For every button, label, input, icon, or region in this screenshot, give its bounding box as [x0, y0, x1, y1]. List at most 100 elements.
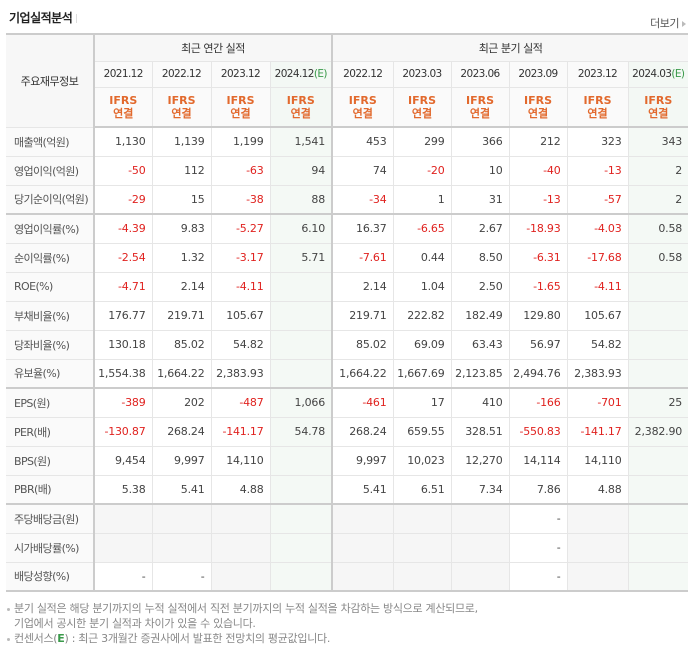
annual-value-cell: 5.71 [269, 242, 333, 273]
quarter-value-cell [627, 271, 689, 302]
row-label: PER(배) [6, 416, 95, 447]
quarter-value-cell: 63.43 [450, 329, 510, 360]
quarter-value-cell: 1,667.69 [392, 358, 452, 389]
annual-period-header: 2022.12 [151, 60, 212, 88]
annual-value-cell: 130.18 [93, 329, 153, 360]
annual-value-cell: -487 [210, 387, 271, 418]
annual-value-cell: 176.77 [93, 300, 153, 331]
financial-table: 주요재무정보 최근 연간 실적 최근 분기 실적 2021.12 2022.12 2… [6, 33, 689, 592]
quarter-value-cell: 129.80 [508, 300, 568, 331]
quarter-value-cell: 5.41 [331, 474, 394, 505]
row-label: 부채비율(%) [6, 300, 95, 331]
annual-value-cell [93, 503, 153, 534]
quarter-value-cell: 212 [508, 126, 568, 157]
accounting-standard: IFRS 연결 [210, 86, 271, 128]
quarter-value-cell: 0.58 [627, 213, 689, 244]
quarter-value-cell: 0.44 [392, 242, 452, 273]
annual-value-cell: 1,664.22 [151, 358, 212, 389]
quarter-value-cell [450, 532, 510, 563]
row-label: 매출액(억원) [6, 126, 95, 157]
annual-value-cell: 105.67 [210, 300, 271, 331]
row-label: 주당배당금(원) [6, 503, 95, 534]
bullet-icon [7, 637, 10, 641]
estimate-mark: (E) [313, 68, 328, 80]
more-link[interactable]: 더보기 [650, 15, 686, 31]
annual-value-cell [269, 503, 333, 534]
quarter-value-cell: 2 [627, 155, 689, 186]
quarter-value-cell [627, 503, 689, 534]
accounting-standard: IFRS 연결 [331, 86, 394, 128]
quarter-value-cell: 182.49 [450, 300, 510, 331]
quarter-value-cell: 410 [450, 387, 510, 418]
annual-value-cell: -4.39 [93, 213, 153, 244]
period-label: 2023.06 [460, 68, 500, 80]
quarter-value-cell: -461 [331, 387, 394, 418]
table-row: 매출액(억원) 1,130 1,139 1,199 1,541 453 299 366 212 3… [6, 126, 689, 157]
quarter-value-cell: -34 [331, 184, 394, 215]
quarter-value-cell [331, 532, 394, 563]
quarter-value-cell: 69.09 [392, 329, 452, 360]
quarter-value-cell: - [508, 503, 568, 534]
row-label: 당좌비율(%) [6, 329, 95, 360]
quarter-value-cell: 105.67 [566, 300, 629, 331]
quarter-value-cell [627, 445, 689, 476]
annual-value-cell [151, 532, 212, 563]
quarter-value-cell: 31 [450, 184, 510, 215]
quarter-value-cell [627, 329, 689, 360]
annual-value-cell: 88 [269, 184, 333, 215]
quarter-value-cell: -141.17 [566, 416, 629, 447]
annual-value-cell: -4.71 [93, 271, 153, 302]
quarter-value-cell: 268.24 [331, 416, 394, 447]
note-quarter-cont: 기업에서 공시한 분기 실적과 차이가 있을 수 있습니다. [14, 617, 256, 630]
annual-value-cell [269, 271, 333, 302]
accounting-standard: IFRS 연결 [269, 86, 333, 128]
footnotes: 분기 실적은 해당 분기까지의 누적 실적에서 직전 분기까지의 누적 실적을 … [7, 601, 478, 646]
annual-value-cell [210, 532, 271, 563]
annual-value-cell [269, 358, 333, 389]
quarter-value-cell: 85.02 [331, 329, 394, 360]
quarter-period-header: 2023.06 [450, 60, 510, 88]
quarter-value-cell [627, 300, 689, 331]
quarter-value-cell: 2,382.90 [627, 416, 689, 447]
table-row: 영업이익(억원) -50 112 -63 94 74 -20 10 -40 -13 2 [6, 155, 689, 186]
annual-value-cell: -4.11 [210, 271, 271, 302]
quarter-value-cell: 299 [392, 126, 452, 157]
annual-value-cell: 5.41 [151, 474, 212, 505]
quarter-value-cell: -7.61 [331, 242, 394, 273]
accounting-standard: IFRS 연결 [627, 86, 689, 128]
quarter-value-cell: -701 [566, 387, 629, 418]
quarter-value-cell: - [508, 532, 568, 563]
quarter-value-cell: 56.97 [508, 329, 568, 360]
quarter-value-cell: -166 [508, 387, 568, 418]
quarter-value-cell [450, 561, 510, 592]
quarter-value-cell: 2,383.93 [566, 358, 629, 389]
accounting-standard: IFRS 연결 [508, 86, 568, 128]
annual-value-cell: 14,110 [210, 445, 271, 476]
annual-value-cell [210, 561, 271, 592]
period-label: 2024.12 [274, 68, 315, 80]
period-label: 2022.12 [161, 68, 202, 80]
quarter-value-cell: -13 [508, 184, 568, 215]
quarter-value-cell [566, 503, 629, 534]
table-row: 배당성향(%) - - - [6, 561, 689, 592]
quarter-value-cell: 1 [392, 184, 452, 215]
annual-value-cell: -130.87 [93, 416, 153, 447]
table-row: 부채비율(%) 176.77 219.71 105.67 219.71 222.82 182… [6, 300, 689, 331]
accounting-standard: IFRS 연결 [566, 86, 629, 128]
accounting-standard: IFRS 연결 [392, 86, 452, 128]
annual-value-cell: 9,997 [151, 445, 212, 476]
annual-value-cell: 9,454 [93, 445, 153, 476]
annual-value-cell: 112 [151, 155, 212, 186]
quarter-period-header: 2023.09 [508, 60, 568, 88]
annual-value-cell: 268.24 [151, 416, 212, 447]
quarter-value-cell: -18.93 [508, 213, 568, 244]
quarter-value-cell [566, 561, 629, 592]
annual-value-cell [269, 474, 333, 505]
row-label: PBR(배) [6, 474, 95, 505]
quarter-value-cell: 328.51 [450, 416, 510, 447]
annual-value-cell [269, 561, 333, 592]
table-row: 주당배당금(원) - [6, 503, 689, 534]
quarter-value-cell: 2.50 [450, 271, 510, 302]
annual-period-header: 2024.12(E) [269, 60, 333, 88]
quarter-value-cell: 10,023 [392, 445, 452, 476]
